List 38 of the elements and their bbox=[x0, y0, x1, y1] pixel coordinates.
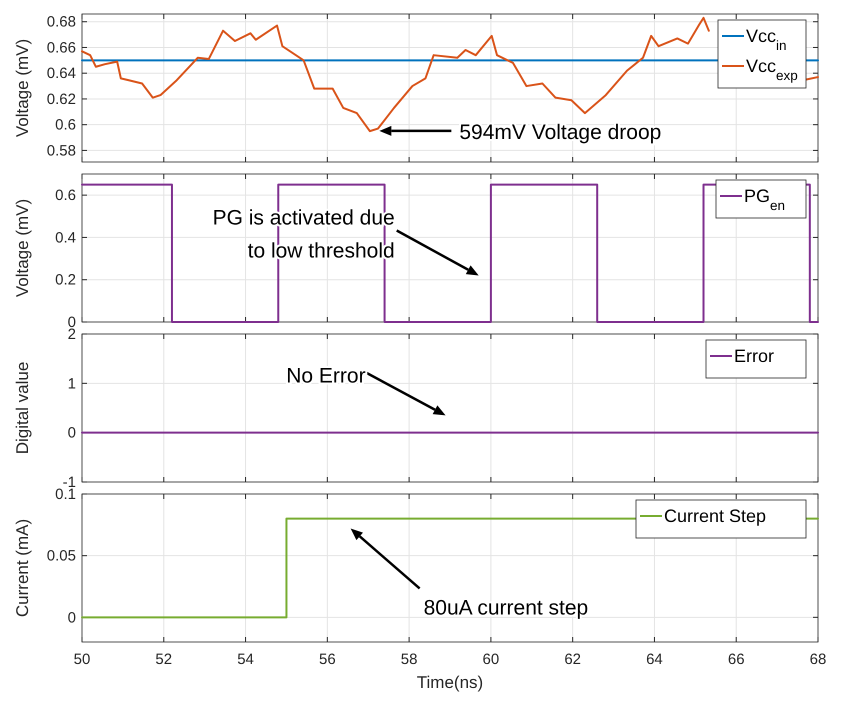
x-tick-label: 66 bbox=[728, 651, 745, 668]
legend-label: Vcc$_{exp}$ bbox=[746, 56, 798, 82]
x-tick-label: 60 bbox=[482, 651, 500, 668]
x-tick-label: 62 bbox=[564, 651, 582, 668]
y-tick-label: 0.66 bbox=[46, 39, 76, 56]
y-tick-label: 0.1 bbox=[55, 486, 76, 503]
y-tick-label: 0.68 bbox=[46, 14, 76, 31]
y-tick-label: 0.05 bbox=[46, 548, 76, 565]
y-tick-label: 1 bbox=[68, 375, 76, 392]
y-axis-title: Voltage (mV) bbox=[13, 198, 32, 298]
y-tick-label: 0.2 bbox=[55, 272, 76, 289]
annotation: 594mV Voltage droop bbox=[459, 120, 662, 144]
y-axis-title: Voltage (mV) bbox=[13, 38, 32, 138]
annotation: 80uA current step bbox=[424, 596, 588, 620]
y-tick-label: 0.62 bbox=[46, 90, 76, 108]
y-tick-label: 0.64 bbox=[46, 65, 76, 82]
y-axis-title: Digital value bbox=[13, 362, 32, 454]
x-tick-label: 58 bbox=[400, 651, 418, 668]
x-tick-label: 64 bbox=[646, 651, 663, 668]
y-axis-title: Current (mA) bbox=[13, 518, 32, 618]
y-tick-label: 0 bbox=[68, 609, 76, 626]
x-tick-label: 52 bbox=[155, 651, 172, 668]
x-tick-label: 50 bbox=[74, 651, 90, 668]
y-tick-label: 0.6 bbox=[55, 116, 76, 134]
y-tick-label: 0.6 bbox=[55, 187, 76, 204]
legend-label: Vcc$_{in}$ bbox=[746, 26, 787, 52]
x-tick-label: 54 bbox=[237, 651, 254, 668]
y-tick-label: 0.4 bbox=[55, 229, 76, 246]
y-tick-label: 0 bbox=[68, 424, 76, 442]
x-tick-label: 56 bbox=[318, 651, 336, 668]
legend-label: Current Step bbox=[664, 506, 766, 526]
annotation: No Error bbox=[286, 364, 366, 388]
legend-label: Error bbox=[734, 346, 774, 366]
legend-label: PG$_{en}$ bbox=[744, 186, 786, 212]
x-axis-title: Time(ns) bbox=[416, 673, 484, 692]
y-tick-label: 0.58 bbox=[46, 142, 76, 160]
x-tick-label: 68 bbox=[810, 651, 826, 668]
y-tick-label: 2 bbox=[68, 326, 76, 343]
